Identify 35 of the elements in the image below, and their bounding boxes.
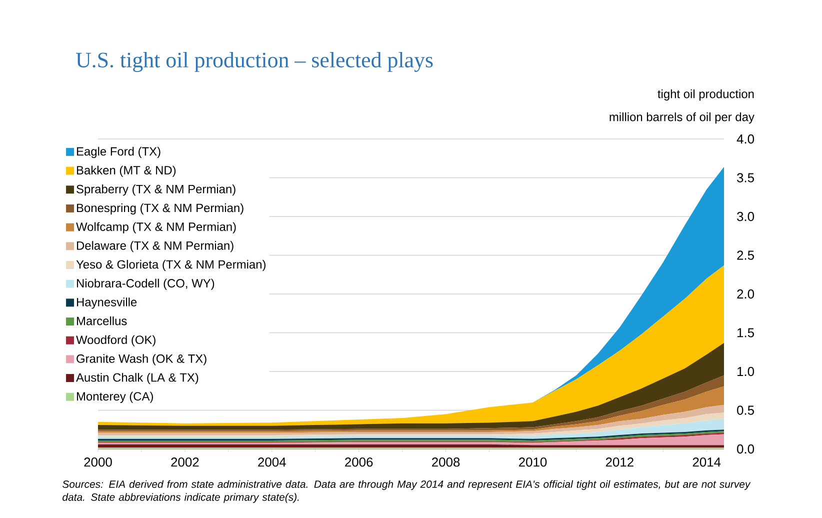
legend-label: Woodford (OK) (76, 335, 156, 346)
x-tick-label: 2014 (692, 458, 721, 467)
y-tick-label: 4.0 (736, 134, 754, 144)
x-tick-label: 2010 (518, 458, 547, 467)
legend-label: Austin Chalk (LA & TX) (76, 372, 198, 384)
y-tick-label: 3.5 (737, 173, 754, 182)
y-tick-label: 1.0 (738, 366, 754, 376)
source-note: Sources: EIA derived from state administrative data. Data are through May 2014 and represent EIA's official tight oil estimates, but are not survey data. State abbreviations indicate primary state(s). (62, 480, 751, 503)
legend-label: Bakken (MT & ND) (77, 166, 176, 177)
legend-label: Bonespring (TX & NM Permian) (77, 203, 244, 215)
chart-title: U.S. tight oil production – selected plays (76, 52, 433, 72)
x-tick-label: 2000 (84, 458, 112, 467)
legend-label: Monterey (CA) (77, 392, 153, 403)
text: tight oil production (658, 89, 754, 101)
legend-label: Haynesville (77, 298, 137, 309)
legend-label: Yeso & Glorieta (TX & NM Permian) (76, 260, 266, 272)
legend-label: Granite Wash (OK & TX) (76, 354, 206, 366)
x-tick-label: 2008 (432, 458, 460, 467)
y-tick-label: 2.5 (737, 250, 754, 260)
x-tick-label: 2004 (258, 458, 286, 467)
legend-label: Spraberry (TX & NM Permian) (76, 184, 236, 196)
y-tick-label: 0.5 (737, 406, 754, 415)
y-tick-label: 3.0 (737, 212, 754, 222)
legend-label: Niobrara-Codell (CO, WY) (77, 278, 214, 290)
legend-label: Wolfcamp (TX & NM Permian) (76, 222, 236, 234)
x-tick-label: 2006 (345, 458, 373, 467)
x-tick-label: 2012 (606, 458, 634, 467)
legend-label: Marcellus (77, 316, 127, 326)
y-tick-label: 1.5 (738, 328, 754, 338)
y-tick-label: 0.0 (737, 444, 754, 454)
legend-label: Delaware (TX & NM Permian) (77, 241, 234, 252)
x-tick-label: 2002 (171, 458, 199, 467)
legend-label: Eagle Ford (TX) (77, 146, 160, 158)
y-tick-label: 2.0 (737, 289, 754, 299)
y-axis-title: million barrels of oil per day (610, 112, 754, 124)
